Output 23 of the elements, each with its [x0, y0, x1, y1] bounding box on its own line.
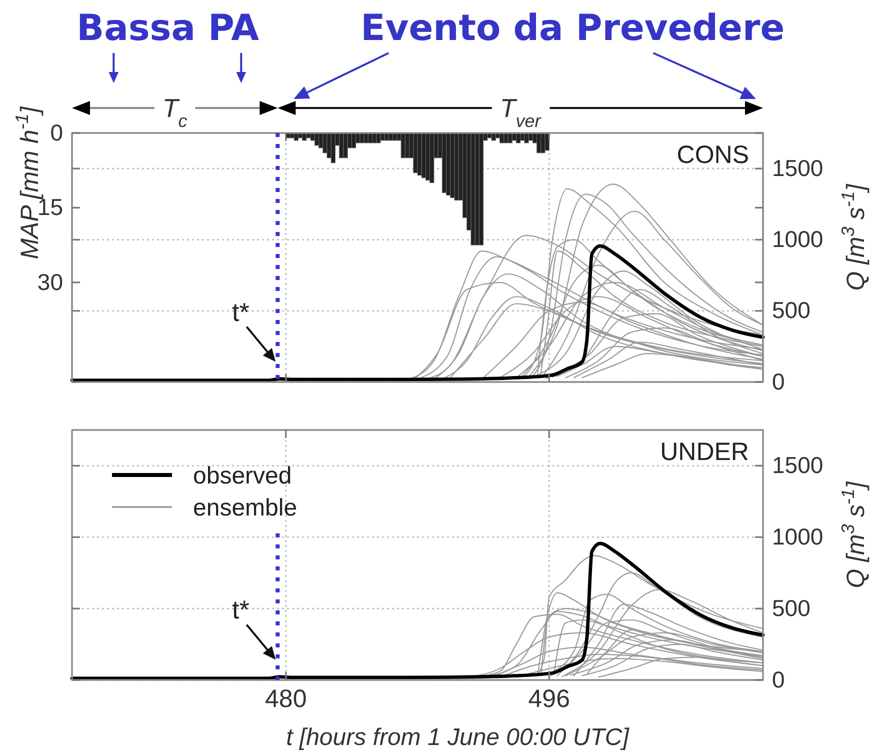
legend-label: ensemble	[193, 494, 298, 522]
y-tick-label: 1500	[772, 452, 824, 478]
y-tick-label: 500	[772, 297, 810, 324]
y-tick-label: 500	[772, 594, 810, 621]
text: T$_{ver}$	[500, 93, 542, 131]
annotation: t*	[232, 594, 250, 625]
x-tick-label: 480	[265, 684, 307, 713]
y2-tick-label: 0	[50, 119, 63, 146]
y2-tick-label: 30	[37, 268, 63, 295]
y-tick-label: 1500	[772, 154, 824, 181]
legend-label: observed	[193, 462, 292, 490]
y-tick-label: 1000	[772, 524, 824, 550]
chart-title: CONS	[676, 141, 749, 169]
annotation: t*	[232, 296, 250, 327]
text: T$_{c}$	[162, 93, 188, 131]
y-tick-label: 0	[772, 368, 785, 394]
text: Bassa PA	[76, 8, 260, 49]
chart-title: UNDER	[660, 438, 749, 466]
text: Evento da Prevedere	[360, 8, 785, 49]
x-tick-label: 496	[528, 684, 570, 713]
y-tick-label: 1000	[772, 226, 824, 252]
x-axis-title: t [hours from 1 June 00:00 UTC]	[286, 724, 630, 751]
y-tick-label: 0	[772, 666, 785, 692]
